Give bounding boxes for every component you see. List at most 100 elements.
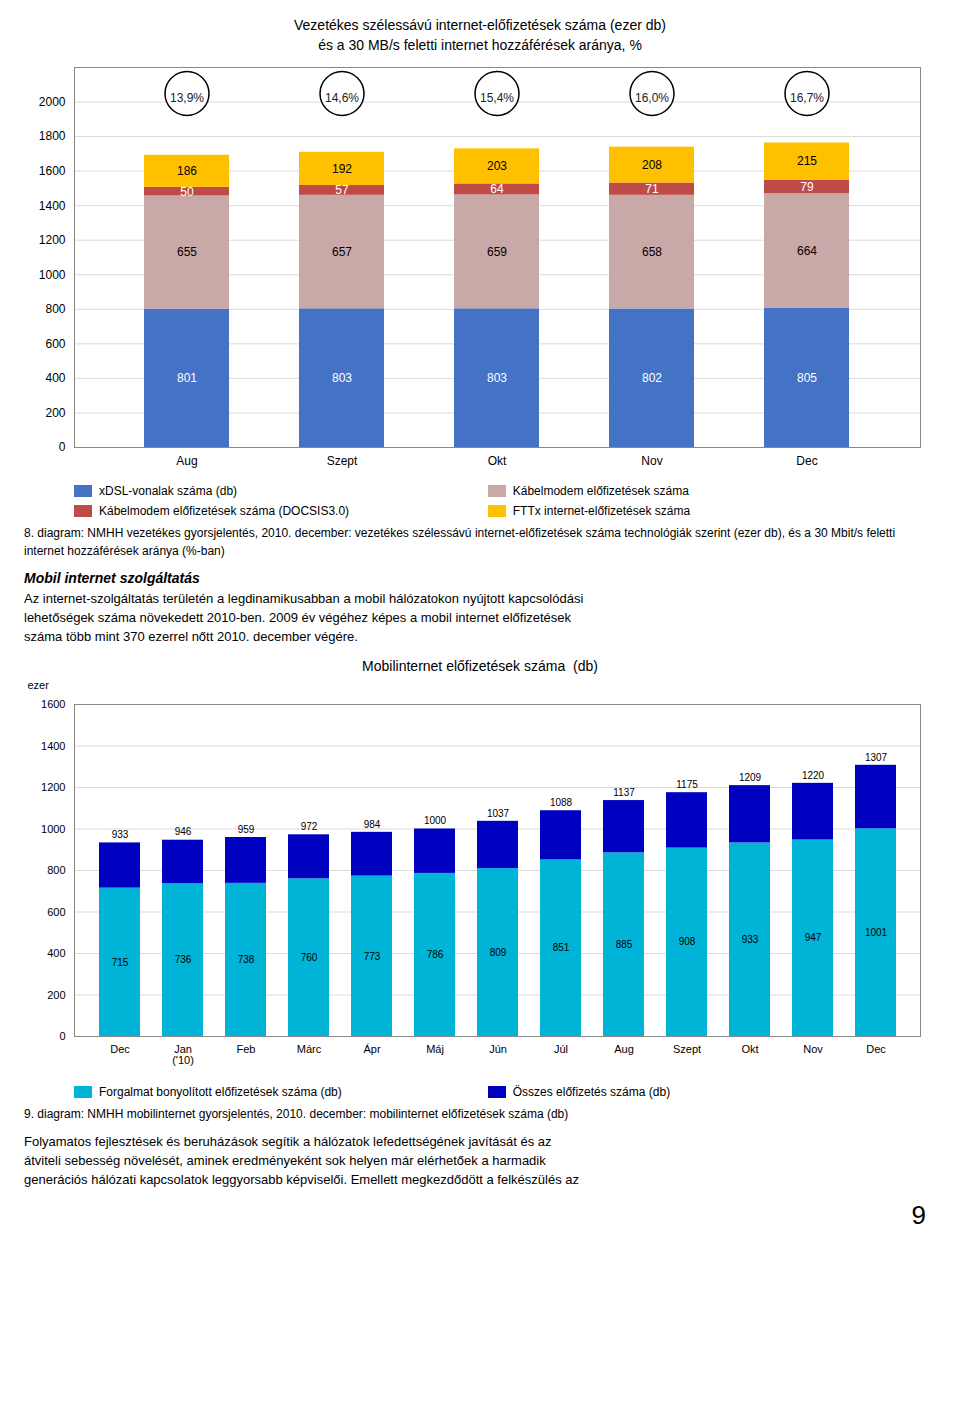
svg-text:658: 658 xyxy=(642,245,662,259)
svg-text:773: 773 xyxy=(364,951,381,962)
svg-text:1600: 1600 xyxy=(41,698,65,710)
svg-text:200: 200 xyxy=(47,989,65,1001)
svg-text:1137: 1137 xyxy=(613,787,635,798)
svg-text:736: 736 xyxy=(175,954,192,965)
html-text:generációs hálózati kapcsolato: generációs hálózati kapcsolatok leggyors… xyxy=(24,1172,579,1188)
svg-text:Máj: Máj xyxy=(426,1043,444,1055)
svg-text:1800: 1800 xyxy=(39,130,66,144)
svg-text:Dec: Dec xyxy=(866,1043,886,1055)
svg-text:738: 738 xyxy=(238,954,255,965)
html-text:xDSL-vonalak száma (db): xDSL-vonalak száma (db) xyxy=(99,484,238,499)
svg-text:1220: 1220 xyxy=(802,770,825,781)
svg-text:Jún: Jún xyxy=(489,1043,507,1055)
svg-text:947: 947 xyxy=(805,933,822,944)
svg-text:801: 801 xyxy=(177,371,197,385)
svg-text:Márc: Márc xyxy=(297,1043,322,1055)
svg-text:192: 192 xyxy=(332,162,352,176)
svg-text:400: 400 xyxy=(45,371,65,385)
svg-text:Ápr: Ápr xyxy=(363,1043,380,1055)
svg-text:400: 400 xyxy=(47,947,65,959)
svg-text:186: 186 xyxy=(177,164,197,178)
svg-text:1000: 1000 xyxy=(424,815,447,826)
svg-text:803: 803 xyxy=(487,371,507,385)
svg-text:1000: 1000 xyxy=(39,268,66,282)
html-text:Vezetékes szélessávú internet-: Vezetékes szélessávú internet-előfizetés… xyxy=(294,17,666,53)
svg-text:1200: 1200 xyxy=(39,233,66,247)
svg-text:657: 657 xyxy=(332,245,352,259)
svg-text:Jan('10): Jan('10) xyxy=(172,1043,194,1066)
svg-text:1037: 1037 xyxy=(487,808,510,819)
svg-text:972: 972 xyxy=(301,821,318,832)
svg-text:71: 71 xyxy=(645,182,659,196)
svg-text:1001: 1001 xyxy=(865,927,888,938)
html-text:átviteli sebesség növelését, a: átviteli sebesség növelését, aminek ered… xyxy=(24,1153,546,1169)
svg-text:805: 805 xyxy=(797,371,817,385)
svg-text:1200: 1200 xyxy=(41,781,65,793)
svg-text:Aug: Aug xyxy=(176,454,197,468)
svg-text:655: 655 xyxy=(177,246,197,260)
html-text:lehetőségek száma növekedett 2: lehetőségek száma növekedett 2010-ben. 2… xyxy=(24,609,572,625)
svg-text:659: 659 xyxy=(487,245,507,259)
html-text:8. diagram: NMHH vezetékes gyo: 8. diagram: NMHH vezetékes gyorsjelentés… xyxy=(24,526,896,558)
html-text:száma több mint 370 ezerrel nő: száma több mint 370 ezerrel nőtt 2010. d… xyxy=(24,628,358,644)
svg-text:1000: 1000 xyxy=(41,823,65,835)
svg-text:0: 0 xyxy=(59,1030,65,1042)
svg-text:1400: 1400 xyxy=(41,740,65,752)
svg-text:933: 933 xyxy=(742,934,759,945)
svg-text:16,7%: 16,7% xyxy=(790,91,824,105)
svg-text:Szept: Szept xyxy=(327,454,358,468)
svg-text:Nov: Nov xyxy=(803,1043,823,1055)
svg-text:13,9%: 13,9% xyxy=(170,91,204,105)
svg-text:664: 664 xyxy=(797,244,817,258)
svg-text:Szept: Szept xyxy=(673,1043,701,1055)
svg-text:800: 800 xyxy=(45,302,65,316)
svg-text:933: 933 xyxy=(112,829,129,840)
svg-text:1307: 1307 xyxy=(865,752,888,763)
svg-text:1175: 1175 xyxy=(676,779,698,790)
svg-text:203: 203 xyxy=(487,159,507,173)
svg-text:600: 600 xyxy=(47,906,65,918)
svg-text:946: 946 xyxy=(175,826,192,837)
svg-text:0: 0 xyxy=(59,441,66,455)
svg-text:64: 64 xyxy=(490,182,504,196)
svg-text:200: 200 xyxy=(45,406,65,420)
svg-text:800: 800 xyxy=(47,864,65,876)
svg-text:1088: 1088 xyxy=(550,797,573,808)
svg-text:1400: 1400 xyxy=(39,199,66,213)
svg-text:Okt: Okt xyxy=(488,454,507,468)
svg-text:1600: 1600 xyxy=(39,164,66,178)
svg-text:208: 208 xyxy=(642,158,662,172)
svg-text:215: 215 xyxy=(797,155,817,169)
svg-text:885: 885 xyxy=(616,939,633,950)
svg-text:600: 600 xyxy=(45,337,65,351)
svg-text:803: 803 xyxy=(332,371,352,385)
svg-text:79: 79 xyxy=(800,180,814,194)
svg-text:Dec: Dec xyxy=(110,1043,130,1055)
svg-text:15,4%: 15,4% xyxy=(480,91,514,105)
svg-text:1209: 1209 xyxy=(739,772,762,783)
svg-text:802: 802 xyxy=(642,371,662,385)
svg-text:959: 959 xyxy=(238,824,255,835)
html-text:Mobil internet szolgáltatás: Mobil internet szolgáltatás xyxy=(24,570,200,586)
svg-text:760: 760 xyxy=(301,952,318,963)
svg-text:851: 851 xyxy=(553,943,570,954)
svg-text:Nov: Nov xyxy=(641,454,662,468)
html-text:Mobilinternet előfizetések szá: Mobilinternet előfizetések száma (db) xyxy=(362,657,598,674)
svg-text:57: 57 xyxy=(335,183,349,197)
svg-text:984: 984 xyxy=(364,819,381,830)
svg-text:908: 908 xyxy=(679,937,696,948)
svg-text:715: 715 xyxy=(112,957,129,968)
svg-text:2000: 2000 xyxy=(39,95,66,109)
svg-text:809: 809 xyxy=(490,947,507,958)
svg-text:50: 50 xyxy=(180,185,194,199)
svg-text:Aug: Aug xyxy=(614,1043,634,1055)
svg-text:Dec: Dec xyxy=(796,454,817,468)
svg-text:14,6%: 14,6% xyxy=(325,91,359,105)
svg-text:Júl: Júl xyxy=(554,1043,568,1055)
svg-text:ezer: ezer xyxy=(28,679,50,691)
svg-text:Okt: Okt xyxy=(741,1043,758,1055)
svg-text:Feb: Feb xyxy=(237,1043,256,1055)
svg-text:786: 786 xyxy=(427,949,444,960)
html-text:Folyamatos fejlesztések és ber: Folyamatos fejlesztések és beruházások s… xyxy=(24,1134,552,1150)
svg-text:16,0%: 16,0% xyxy=(635,91,669,105)
